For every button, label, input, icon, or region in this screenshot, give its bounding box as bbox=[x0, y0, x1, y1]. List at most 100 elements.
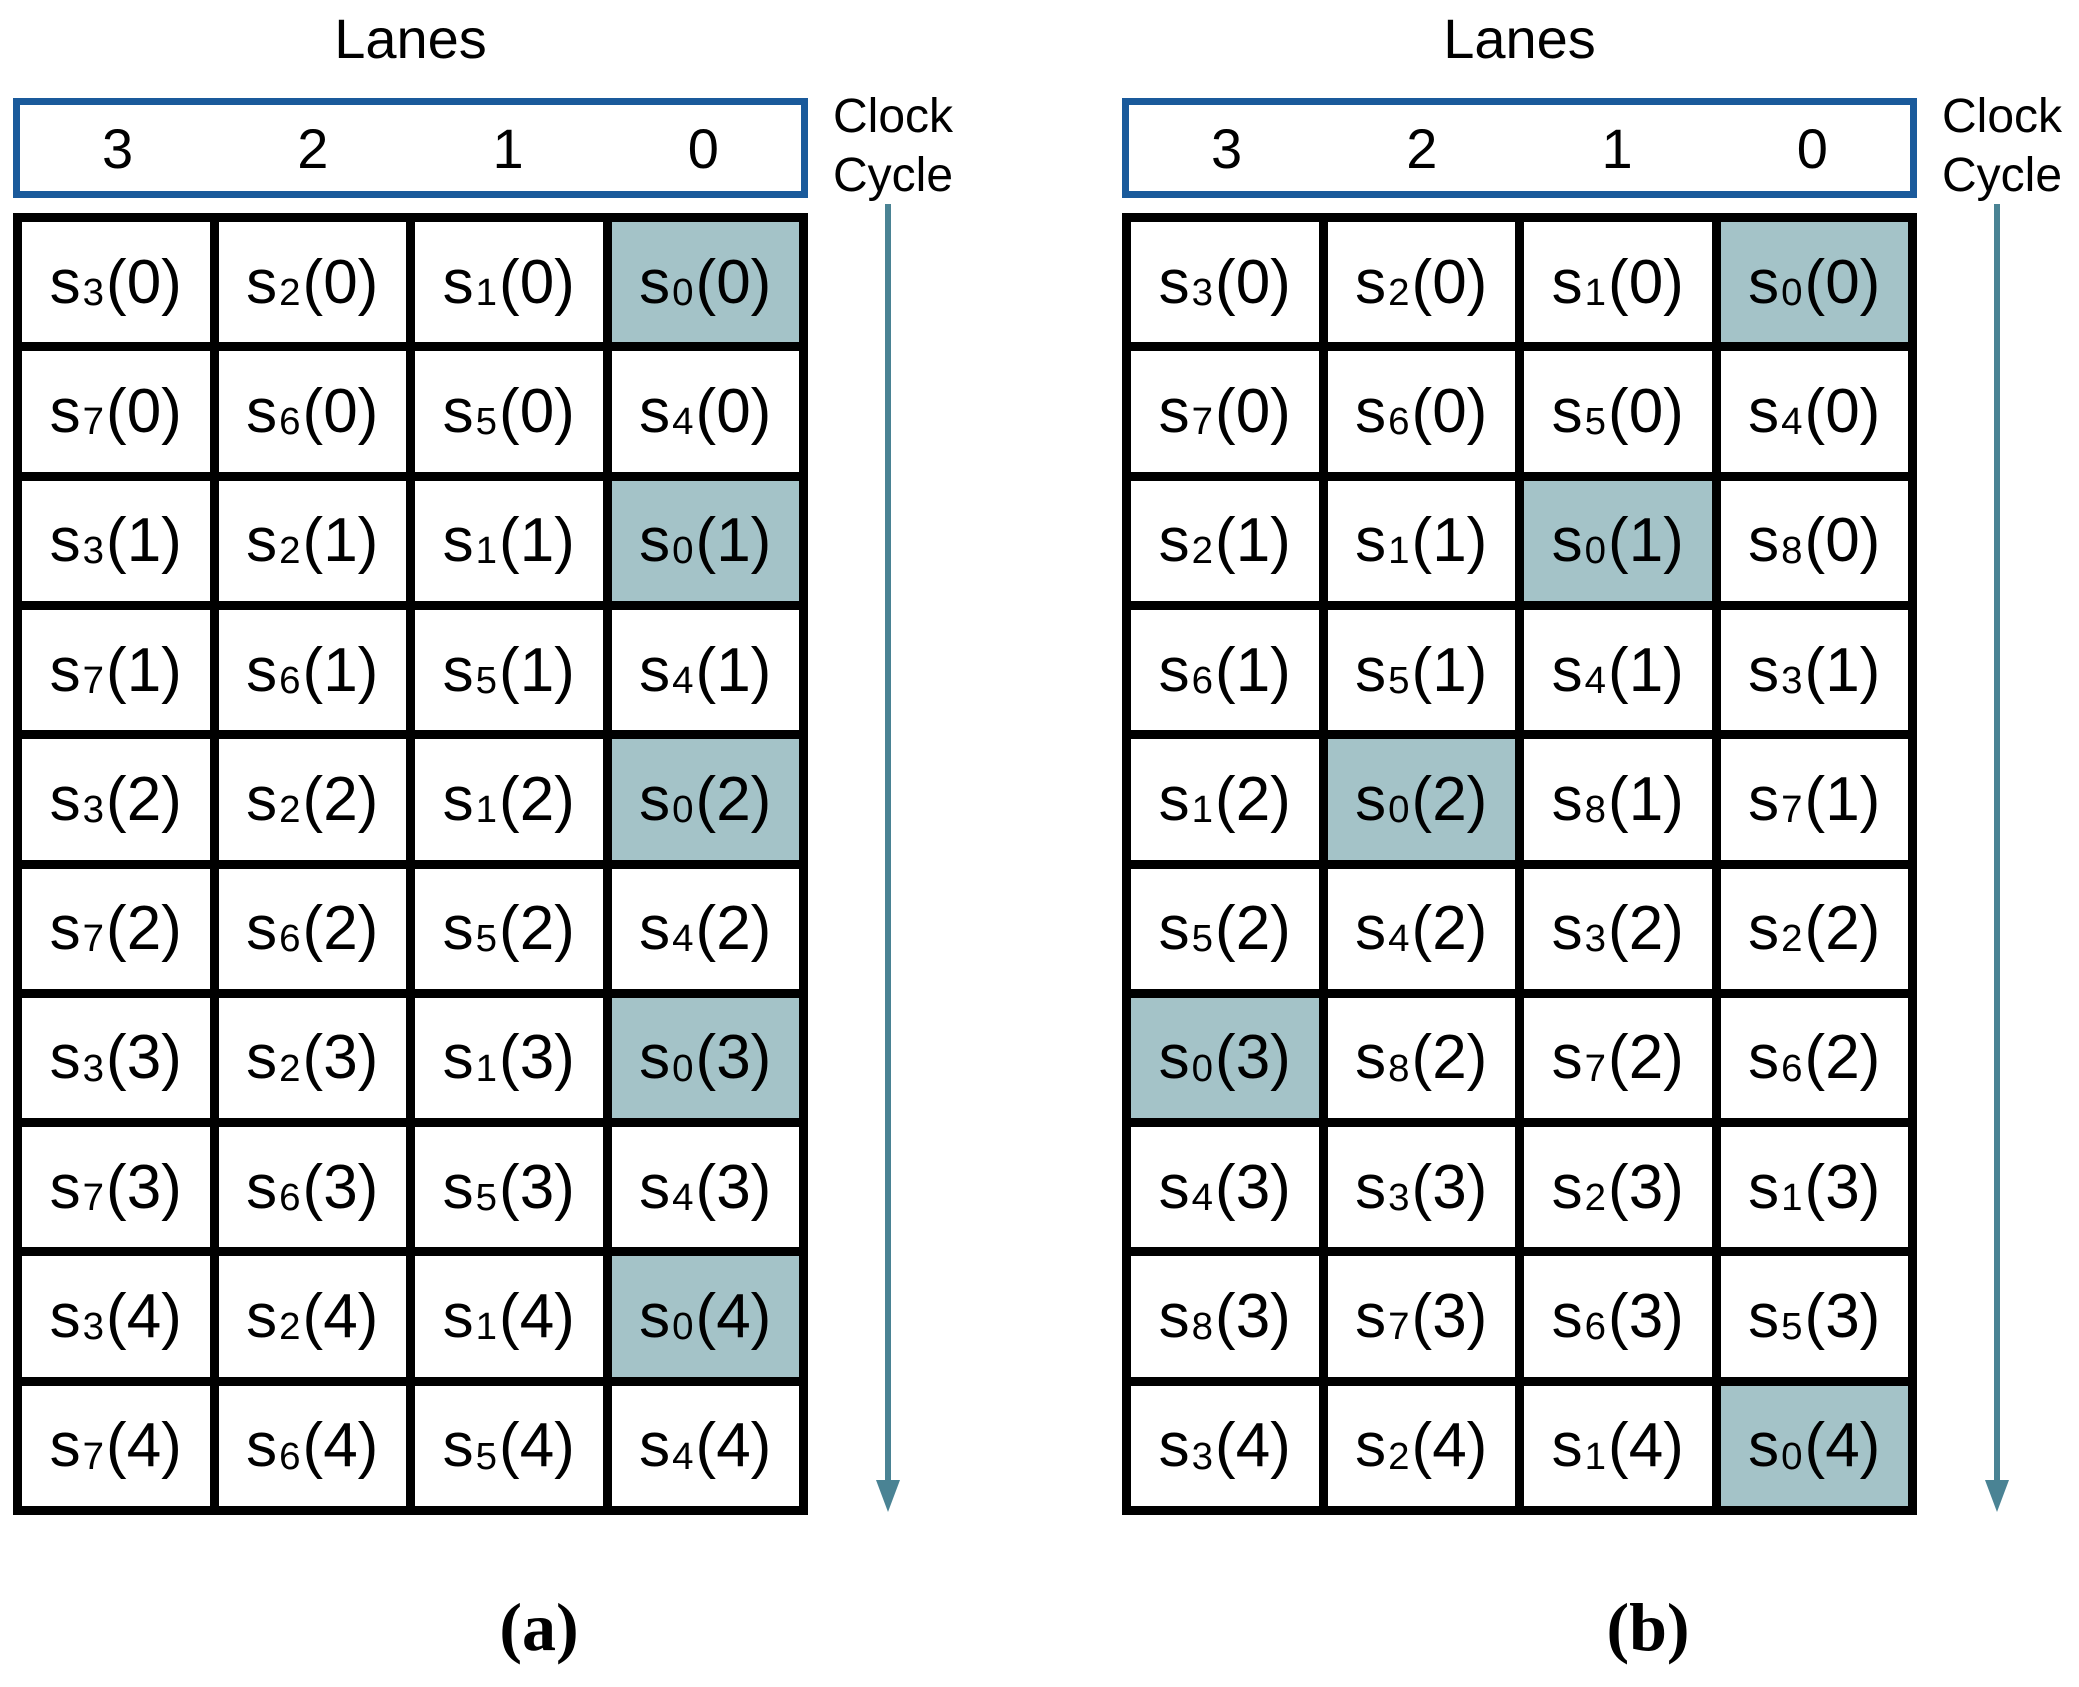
grid-cell: s 0 (1) bbox=[1524, 480, 1712, 601]
cell-subscript: 0 bbox=[1191, 1046, 1214, 1090]
grid-cell: s 2 (3) bbox=[218, 997, 406, 1119]
grid-cell: s 3 (1) bbox=[22, 480, 210, 601]
grid-cell: s 4 (2) bbox=[1327, 868, 1515, 989]
cell-subscript: 1 bbox=[475, 529, 498, 573]
cell-subscript: 4 bbox=[1584, 658, 1607, 702]
cell-subscript: 8 bbox=[1191, 1305, 1214, 1349]
cell-subscript: 6 bbox=[279, 1175, 301, 1219]
grid-cell: s 4 (0) bbox=[611, 351, 799, 472]
grid-cell: s 0 (4) bbox=[1720, 1385, 1908, 1506]
cell-subscript: 3 bbox=[82, 788, 105, 832]
cell-subscript: 5 bbox=[475, 400, 498, 444]
cell-subscript: 4 bbox=[672, 917, 694, 961]
cell-subscript: 2 bbox=[279, 1046, 301, 1090]
grid-cell: s 6 (1) bbox=[218, 609, 406, 731]
cell-subscript: 6 bbox=[1388, 400, 1410, 444]
cell-subscript: 4 bbox=[1388, 917, 1410, 961]
grid-cell: s 4 (1) bbox=[611, 609, 799, 731]
grid-cell: s 8 (0) bbox=[1720, 480, 1908, 601]
cell-subscript: 5 bbox=[1781, 1305, 1803, 1349]
grid-cell: s 7 (0) bbox=[22, 351, 210, 472]
cell-subscript: 7 bbox=[82, 400, 105, 444]
grid-cell: s 8 (3) bbox=[1131, 1256, 1319, 1377]
cell-subscript: 7 bbox=[82, 1434, 105, 1478]
clock-cycle-label-line1: Clock bbox=[1942, 90, 2063, 143]
lane-header-box: 3 2 1 0 bbox=[1122, 98, 1917, 198]
grid-cell: s 2 (1) bbox=[218, 480, 406, 601]
grid-cell: s 3 (0) bbox=[22, 222, 210, 343]
grid-cell: s 5 (0) bbox=[1524, 351, 1712, 472]
grid-cell: s 0 (2) bbox=[1327, 739, 1515, 860]
grid-cell: s 7 (2) bbox=[22, 868, 210, 989]
grid-cell: s 0 (3) bbox=[611, 997, 799, 1119]
cell-subscript: 5 bbox=[1191, 917, 1214, 961]
cell-subscript: 1 bbox=[475, 1046, 498, 1090]
cell-subscript: 3 bbox=[82, 529, 105, 573]
cell-subscript: 3 bbox=[82, 270, 105, 314]
clock-cycle-label-line2: Cycle bbox=[833, 148, 954, 202]
cell-subscript: 4 bbox=[1781, 400, 1803, 444]
grid-cell: s 6 (2) bbox=[218, 868, 406, 989]
cell-subscript: 2 bbox=[279, 788, 301, 832]
grid-cell: s 3 (2) bbox=[1524, 868, 1712, 989]
cell-subscript: 2 bbox=[279, 529, 301, 573]
grid-cell: s 2 (1) bbox=[1131, 480, 1319, 601]
cell-subscript: 0 bbox=[1388, 788, 1410, 832]
lanes-title: Lanes bbox=[334, 7, 487, 70]
cell-subscript: 7 bbox=[82, 658, 105, 702]
cell-subscript: 2 bbox=[1781, 917, 1803, 961]
grid-cell: s 3 (1) bbox=[1720, 609, 1908, 731]
cell-subscript: 4 bbox=[1191, 1175, 1214, 1219]
schedule-grid: s 3 (0) s 2 (0) s 1 (0) s 0 (0) s 7 (0) s 6 (0) s 5 (0) s 4 (0)… bbox=[1122, 213, 1917, 1515]
grid-cell: s 0 (4) bbox=[611, 1256, 799, 1377]
grid-cell: s 1 (0) bbox=[1524, 222, 1712, 343]
cell-subscript: 6 bbox=[1191, 658, 1214, 702]
grid-cell: s 6 (0) bbox=[1327, 351, 1515, 472]
panel-caption: (b) bbox=[1606, 1589, 1690, 1665]
grid-cell: s 3 (3) bbox=[1327, 1127, 1515, 1248]
grid-cell: s 4 (3) bbox=[1131, 1127, 1319, 1248]
cell-subscript: 2 bbox=[279, 1305, 301, 1349]
grid-cell: s 0 (0) bbox=[611, 222, 799, 343]
grid-cell: s 7 (1) bbox=[1720, 739, 1908, 860]
grid-cell: s 1 (3) bbox=[1720, 1127, 1908, 1248]
grid-cell: s 3 (4) bbox=[1131, 1385, 1319, 1506]
cell-subscript: 6 bbox=[1781, 1046, 1803, 1090]
cell-subscript: 5 bbox=[475, 1434, 498, 1478]
grid-cell: s 5 (0) bbox=[415, 351, 603, 472]
clock-cycle-arrow-icon bbox=[1984, 204, 2010, 1516]
cell-subscript: 5 bbox=[1388, 658, 1410, 702]
panel-caption: (a) bbox=[499, 1589, 579, 1665]
cell-subscript: 3 bbox=[82, 1305, 105, 1349]
grid-cell: s 5 (3) bbox=[415, 1127, 603, 1248]
grid-cell: s 1 (2) bbox=[415, 739, 603, 860]
cell-subscript: 8 bbox=[1584, 788, 1607, 832]
grid-cell: s 3 (0) bbox=[1131, 222, 1319, 343]
cell-subscript: 2 bbox=[1584, 1175, 1607, 1219]
grid-cell: s 5 (4) bbox=[415, 1385, 603, 1506]
cell-subscript: 3 bbox=[1191, 270, 1214, 314]
cell-subscript: 7 bbox=[1191, 400, 1214, 444]
lane-header-box: 3 2 1 0 bbox=[13, 98, 808, 198]
cell-subscript: 8 bbox=[1781, 529, 1803, 573]
grid-cell: s 7 (3) bbox=[22, 1127, 210, 1248]
grid-cell: s 0 (1) bbox=[611, 480, 799, 601]
clock-cycle-arrow-icon bbox=[875, 204, 901, 1516]
cell-subscript: 8 bbox=[1388, 1046, 1410, 1090]
lane-number: 1 bbox=[1601, 116, 1633, 180]
grid-cell: s 1 (2) bbox=[1131, 739, 1319, 860]
cell-subscript: 5 bbox=[1584, 400, 1607, 444]
grid-cell: s 2 (2) bbox=[1720, 868, 1908, 989]
cell-subscript: 0 bbox=[672, 270, 694, 314]
cell-subscript: 7 bbox=[82, 1175, 105, 1219]
cell-subscript: 3 bbox=[1191, 1434, 1214, 1478]
cell-subscript: 4 bbox=[672, 1175, 694, 1219]
cell-subscript: 5 bbox=[475, 1175, 498, 1219]
lanes-title: Lanes bbox=[1443, 7, 1596, 70]
grid-cell: s 0 (0) bbox=[1720, 222, 1908, 343]
grid-cell: s 2 (4) bbox=[218, 1256, 406, 1377]
cell-subscript: 0 bbox=[672, 529, 694, 573]
cell-subscript: 6 bbox=[1584, 1305, 1607, 1349]
clock-cycle-label: Clock Cycle bbox=[1942, 88, 2079, 205]
grid-cell: s 7 (1) bbox=[22, 609, 210, 731]
